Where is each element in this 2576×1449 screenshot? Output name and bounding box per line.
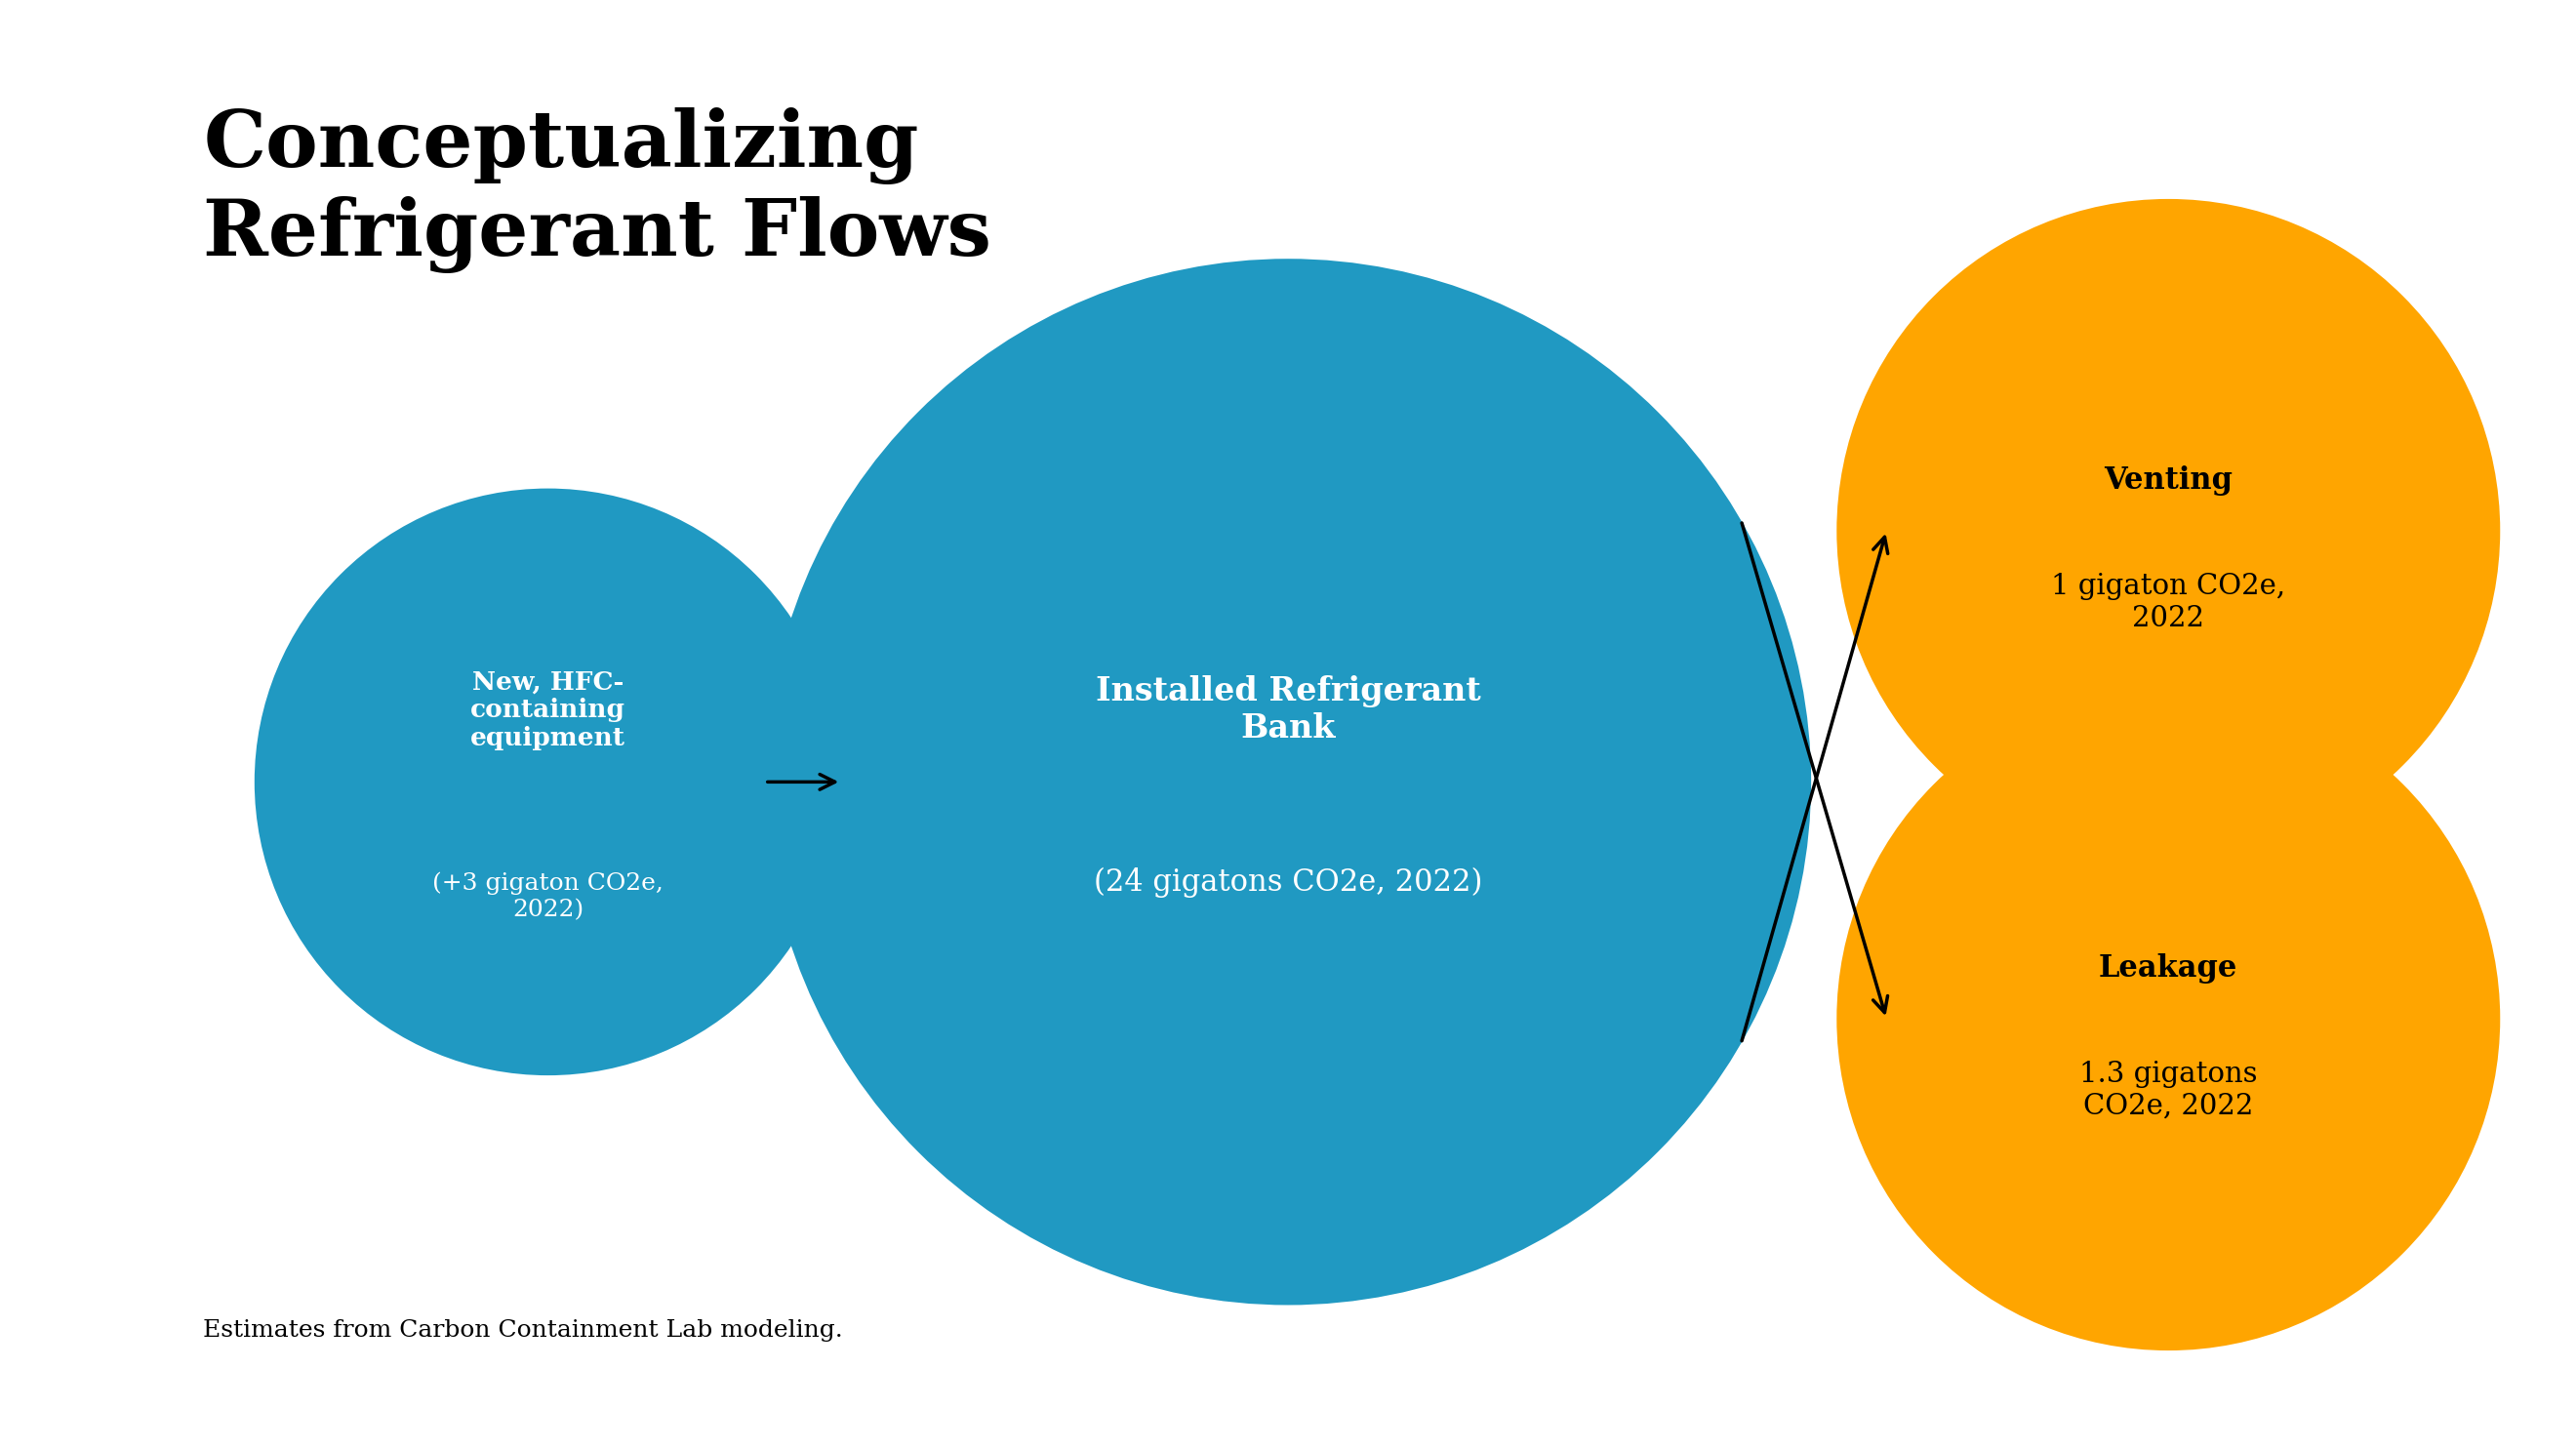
Ellipse shape bbox=[1837, 687, 2501, 1350]
Text: Venting: Venting bbox=[2105, 465, 2233, 496]
Text: (+3 gigaton CO2e,
2022): (+3 gigaton CO2e, 2022) bbox=[433, 872, 665, 922]
Text: (24 gigatons CO2e, 2022): (24 gigatons CO2e, 2022) bbox=[1095, 867, 1481, 897]
Text: Leakage: Leakage bbox=[2099, 953, 2239, 984]
Text: Installed Refrigerant
Bank: Installed Refrigerant Bank bbox=[1095, 675, 1481, 745]
Text: Estimates from Carbon Containment Lab modeling.: Estimates from Carbon Containment Lab mo… bbox=[204, 1319, 842, 1342]
Text: New, HFC-
containing
equipment: New, HFC- containing equipment bbox=[471, 669, 626, 751]
Ellipse shape bbox=[255, 488, 842, 1075]
Ellipse shape bbox=[1837, 199, 2501, 862]
Ellipse shape bbox=[765, 259, 1811, 1306]
Text: Conceptualizing
Refrigerant Flows: Conceptualizing Refrigerant Flows bbox=[204, 107, 992, 274]
Text: 1.3 gigatons
CO2e, 2022: 1.3 gigatons CO2e, 2022 bbox=[2079, 1061, 2257, 1120]
Text: 1 gigaton CO2e,
2022: 1 gigaton CO2e, 2022 bbox=[2050, 572, 2285, 632]
